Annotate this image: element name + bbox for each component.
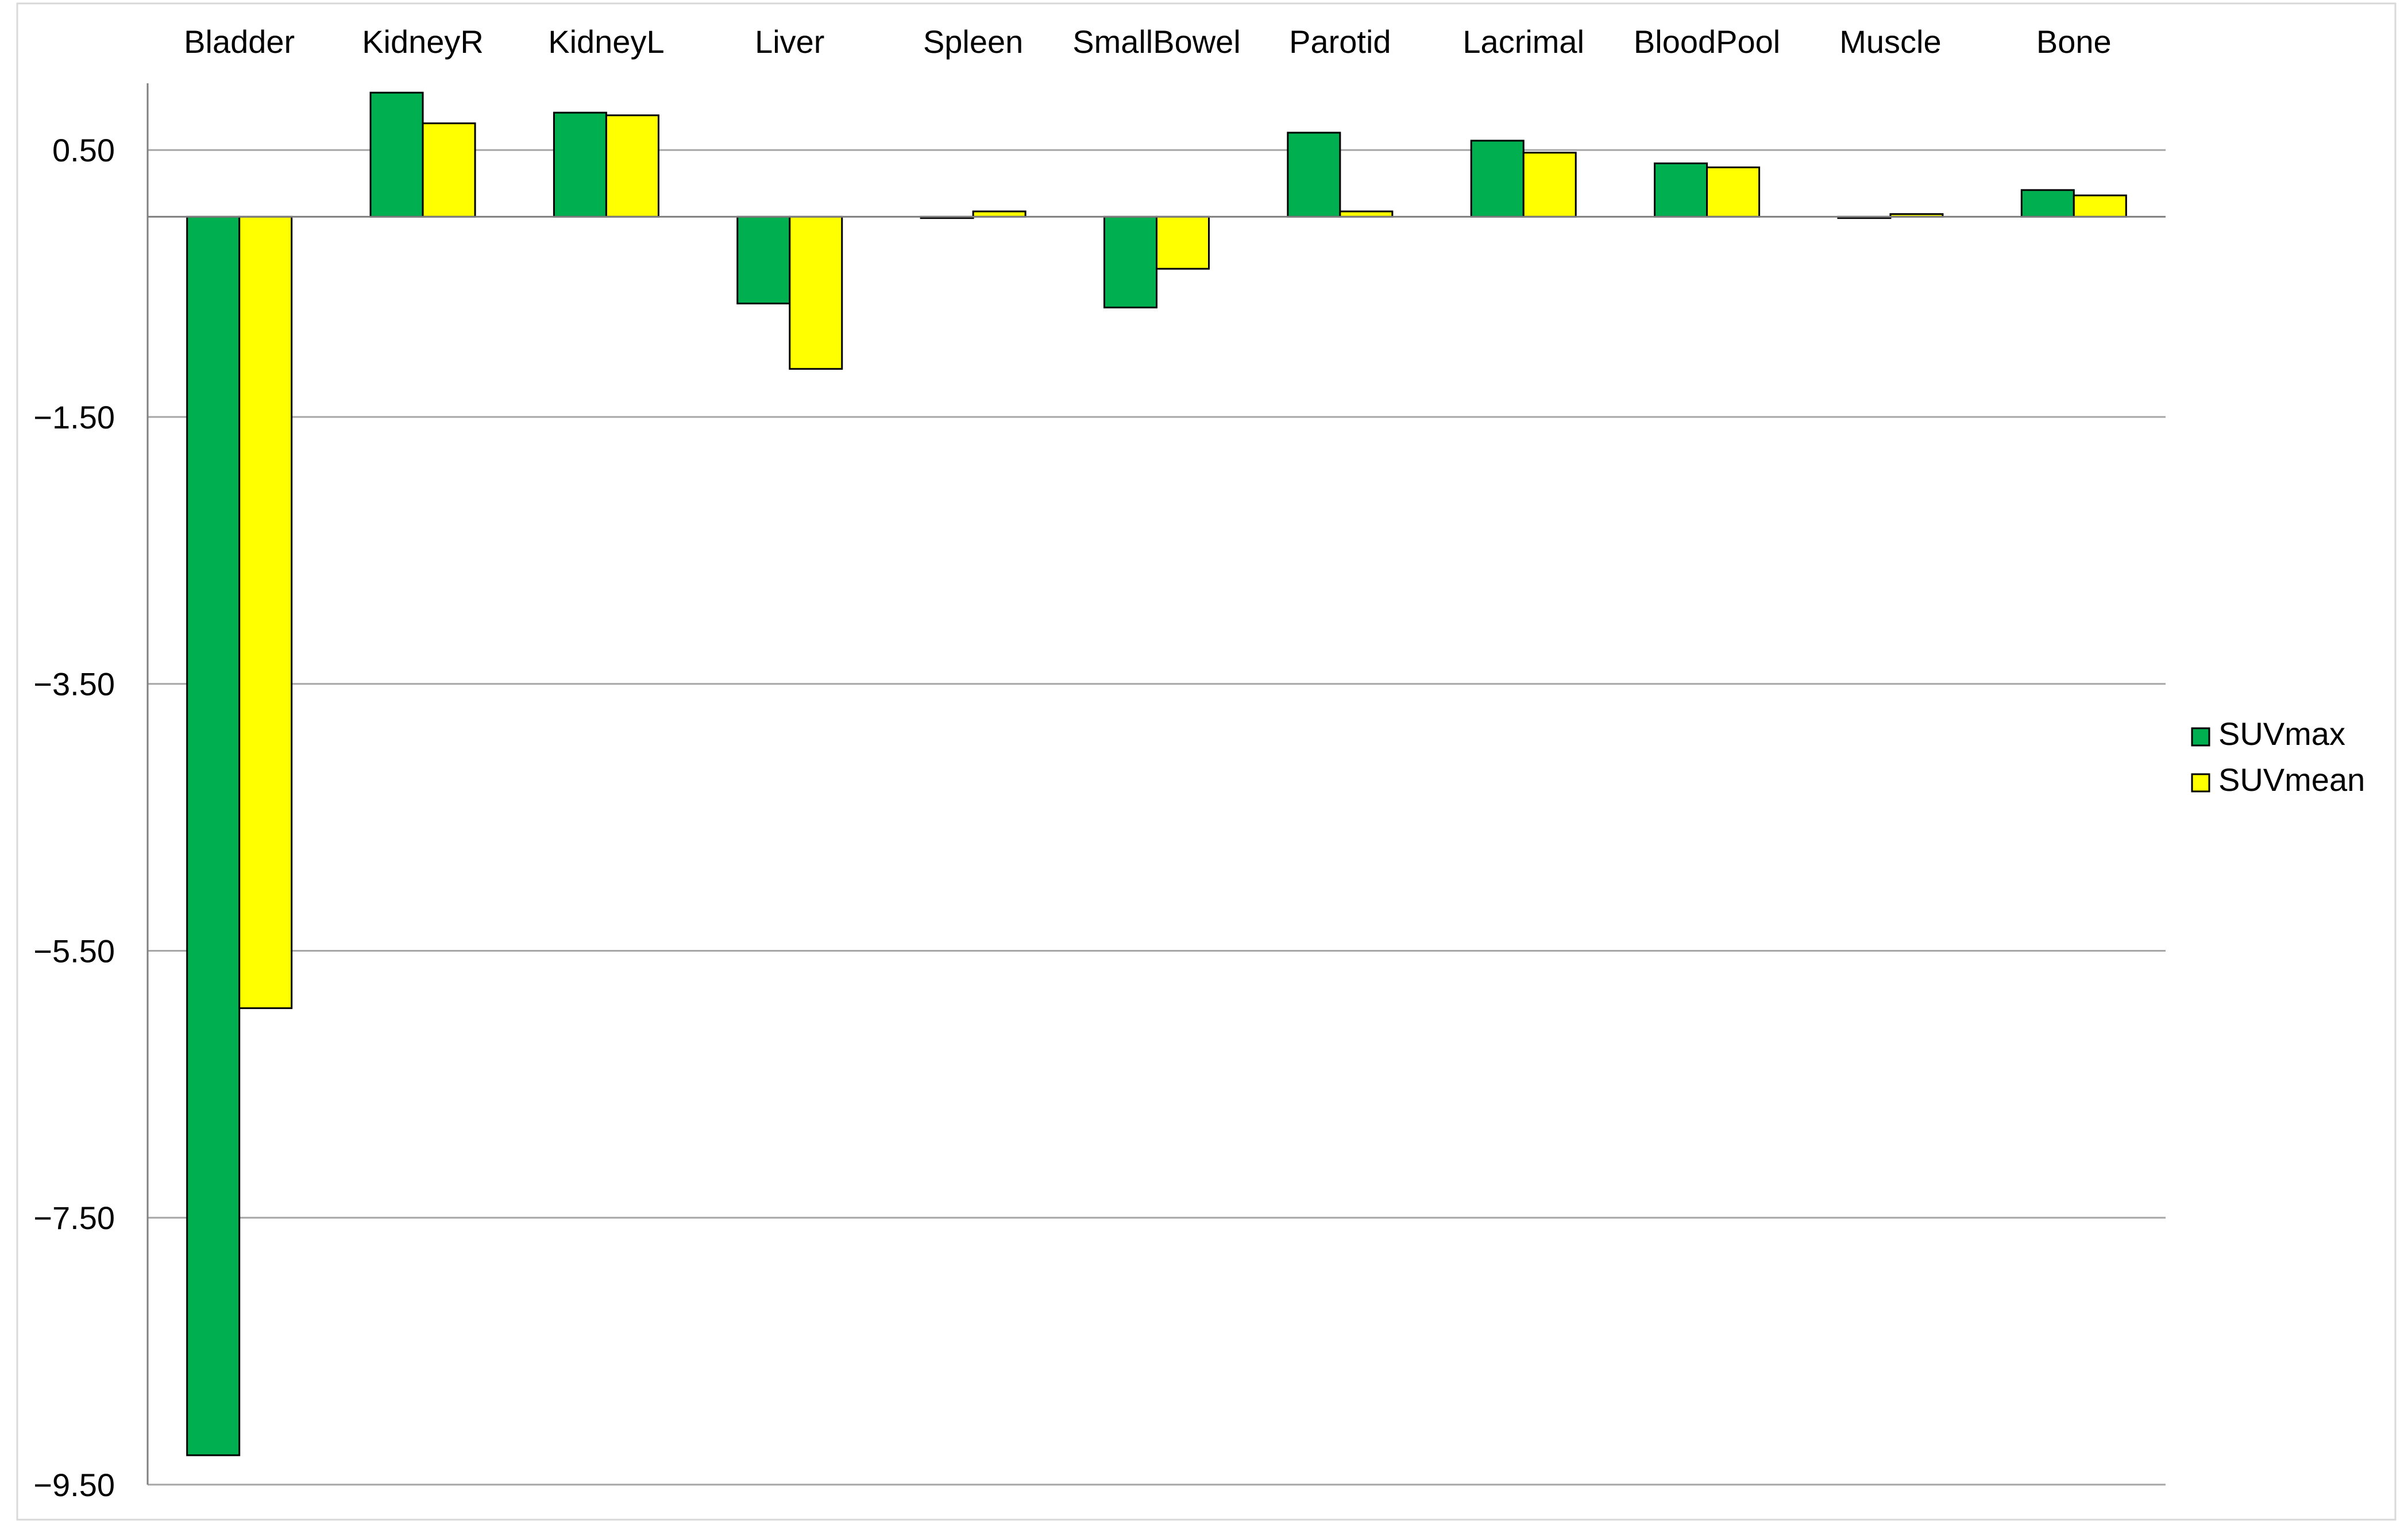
bar-suvmean-lacrimal xyxy=(1522,152,1577,218)
bar-suvmax-liver xyxy=(736,215,791,304)
category-label: SmallBowel xyxy=(1072,24,1241,60)
bars xyxy=(186,91,2127,1456)
legend-swatch-suvmax xyxy=(2191,727,2210,747)
bar-suvmax-kidneyl xyxy=(553,111,607,218)
y-tick-label: −9.50 xyxy=(33,1467,115,1503)
category-label: Lacrimal xyxy=(1462,24,1584,60)
legend-swatch-suvmean xyxy=(2191,773,2210,793)
category-label: Liver xyxy=(755,24,824,60)
category-label: Spleen xyxy=(923,24,1023,60)
bar-suvmean-smallbowel xyxy=(1156,215,1210,270)
legend-label: SUVmax xyxy=(2218,716,2345,752)
gridlines xyxy=(148,149,2166,1486)
category-label: KidneyL xyxy=(548,24,664,60)
y-tick-labels: 0.50 −1.50 −3.50 −5.50 −7.50 −9.50 xyxy=(33,132,115,1503)
bar-suvmean-liver xyxy=(789,215,843,370)
y-tick-label: −5.50 xyxy=(33,933,115,969)
legend-label: SUVmean xyxy=(2218,762,2365,798)
category-label: BloodPool xyxy=(1634,24,1780,60)
bar-suvmean-kidneyl xyxy=(605,114,659,218)
category-label: KidneyR xyxy=(362,24,484,60)
category-label: Muscle xyxy=(1839,24,1941,60)
category-labels: Bladder KidneyR KidneyL Liver Spleen SmallBow… xyxy=(184,24,2112,60)
bar-suvmean-bladder xyxy=(238,215,293,1009)
bar-suvmax-lacrimal xyxy=(1470,140,1525,218)
bar-suvmean-bloodpool xyxy=(1706,166,1761,218)
bar-suvmax-bone xyxy=(2020,189,2075,218)
y-tick-label: 0.50 xyxy=(52,132,115,168)
y-tick-label: −1.50 xyxy=(33,399,115,435)
bar-suvmean-bone xyxy=(2073,194,2127,218)
bar-suvmax-kidneyr xyxy=(369,91,424,218)
y-tick-label: −3.50 xyxy=(33,666,115,702)
axes xyxy=(146,83,2166,1485)
bar-suvmean-kidneyr xyxy=(422,122,476,218)
bar-suvmax-parotid xyxy=(1287,132,1341,218)
y-tick-label: −7.50 xyxy=(33,1200,115,1236)
bar-suvmax-bloodpool xyxy=(1654,162,1708,218)
category-label: Bone xyxy=(2036,24,2112,60)
category-label: Parotid xyxy=(1289,24,1391,60)
legend: SUVmax SUVmean xyxy=(2191,716,2365,798)
bar-suvmax-bladder xyxy=(186,215,241,1456)
category-label: Bladder xyxy=(184,24,295,60)
bar-suvmax-smallbowel xyxy=(1103,215,1157,308)
